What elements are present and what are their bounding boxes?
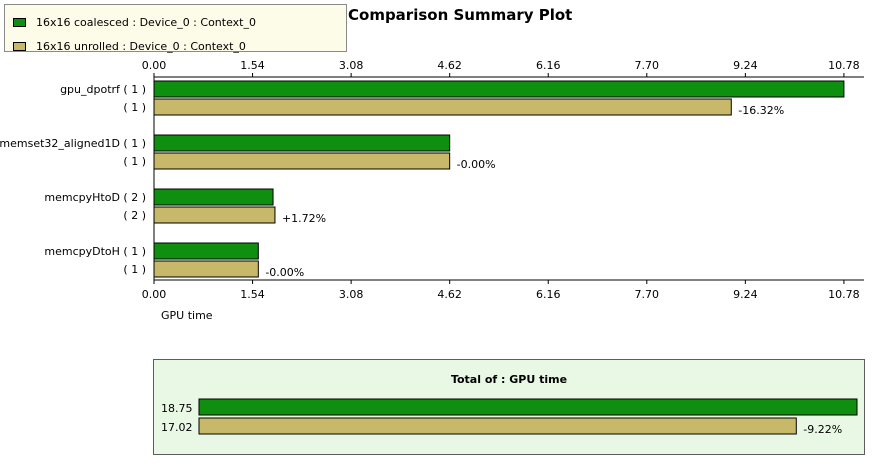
- bottom-tick-label: 1.54: [240, 288, 265, 301]
- bottom-tick-label: 3.08: [339, 288, 364, 301]
- bottom-tick-label: 0.00: [142, 288, 167, 301]
- total-title: Total of : GPU time: [450, 373, 568, 386]
- total-diff-label: -9.22%: [803, 423, 842, 436]
- bar: [153, 80, 845, 98]
- bottom-tick-label: 9.24: [733, 288, 758, 301]
- legend-label-coalesced: 16x16 coalesced : Device_0 : Context_0: [36, 15, 256, 29]
- bar: [153, 206, 276, 224]
- diff-label: -0.00%: [457, 158, 496, 171]
- bar: [153, 134, 451, 152]
- legend-label-unrolled: 16x16 unrolled : Device_0 : Context_0: [36, 39, 246, 53]
- category-label: memcpyHtoD ( 2 ): [44, 191, 146, 204]
- top-tick-label: 10.78: [828, 59, 860, 72]
- total-value-label: 18.75: [161, 402, 193, 415]
- category-label: ( 1 ): [123, 101, 146, 114]
- bar: [153, 152, 451, 170]
- category-label: ( 1 ): [123, 263, 146, 276]
- top-tick-label: 7.70: [635, 59, 660, 72]
- bottom-tick-label: 10.78: [828, 288, 860, 301]
- top-tick-label: 6.16: [536, 59, 561, 72]
- total-bar: [198, 398, 858, 416]
- bottom-tick-label: 7.70: [635, 288, 660, 301]
- top-tick-label: 0.00: [142, 59, 167, 72]
- bottom-tick-label: 6.16: [536, 288, 561, 301]
- category-label: memset32_aligned1D ( 1 ): [0, 137, 146, 150]
- bottom-tick-label: 4.62: [437, 288, 462, 301]
- category-label: ( 2 ): [123, 209, 146, 222]
- category-label: gpu_dpotrf ( 1 ): [60, 83, 146, 96]
- top-tick-label: 1.54: [240, 59, 265, 72]
- diff-label: -0.00%: [265, 266, 304, 279]
- category-label: ( 1 ): [123, 155, 146, 168]
- diff-label: -16.32%: [738, 104, 784, 117]
- legend: 16x16 coalesced : Device_0 : Context_0 1…: [4, 4, 347, 53]
- x-axis-label: GPU time: [161, 309, 213, 322]
- bar: [153, 188, 274, 206]
- diff-label: +1.72%: [282, 212, 326, 225]
- total-value-label: 17.02: [161, 421, 193, 434]
- legend-item-unrolled: 16x16 unrolled : Device_0 : Context_0: [13, 39, 246, 53]
- legend-swatch-unrolled: [13, 41, 26, 51]
- top-tick-label: 3.08: [339, 59, 364, 72]
- bar: [153, 98, 732, 116]
- category-label: memcpyDtoH ( 1 ): [44, 245, 146, 258]
- top-tick-label: 4.62: [437, 59, 462, 72]
- legend-item-coalesced: 16x16 coalesced : Device_0 : Context_0: [13, 15, 256, 29]
- bar: [153, 242, 259, 260]
- chart-title: Comparison Summary Plot: [348, 6, 573, 24]
- total-bar: [198, 417, 797, 435]
- legend-swatch-coalesced: [13, 17, 26, 27]
- bar: [153, 260, 259, 278]
- top-tick-label: 9.24: [733, 59, 758, 72]
